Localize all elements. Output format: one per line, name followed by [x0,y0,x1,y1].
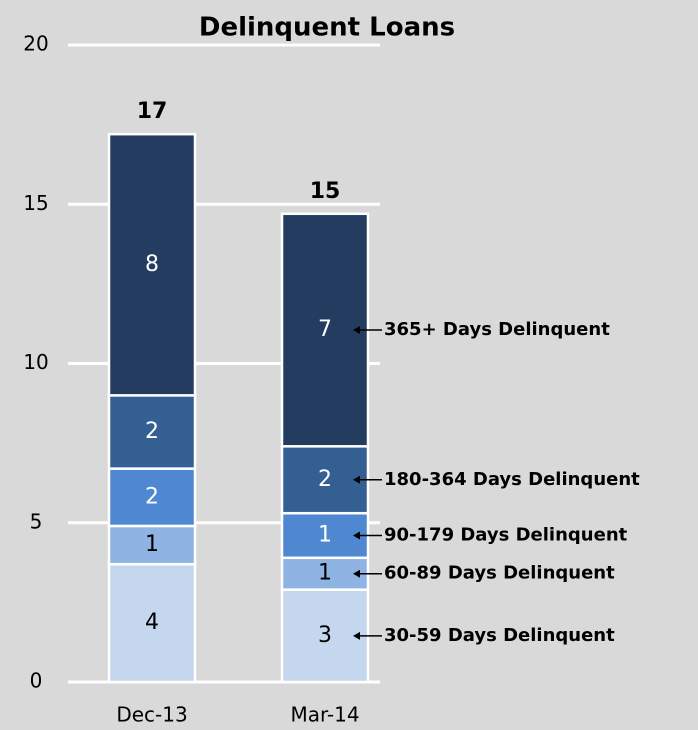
segment-label: 4 [145,610,159,635]
y-tick-label: 20 [23,32,48,56]
x-tick-label: Dec-13 [116,703,187,727]
arrow-head [353,531,360,540]
total-label: 17 [137,99,168,124]
series-label: 60-89 Days Delinquent [384,563,615,584]
bar-segment [107,132,197,397]
y-tick-label: 5 [30,509,43,533]
arrow-head [353,631,360,640]
y-tick-label: 0 [30,669,43,693]
arrow-head [353,326,360,335]
y-tick-label: 15 [23,191,48,215]
segment-label: 1 [145,532,159,557]
segment-label: 2 [318,467,332,492]
bar-segment [107,524,197,566]
segment-label: 2 [145,419,159,444]
segment-label: 1 [318,522,332,547]
segment-label: 7 [318,317,332,342]
arrow-head [353,475,360,484]
series-label: 180-364 Days Delinquent [384,469,640,490]
total-label: 15 [310,179,341,204]
arrow-head [353,569,360,578]
chart-title: Delinquent Loans [199,13,455,43]
series-label: 365+ Days Delinquent [384,319,610,340]
segment-label: 8 [145,252,159,277]
bar-segment [107,562,197,684]
y-tick-label: 10 [23,350,48,374]
segment-label: 1 [318,561,332,586]
segment-label: 2 [145,484,159,509]
segment-label: 3 [318,623,332,648]
x-tick-label: Mar-14 [290,703,359,727]
series-label: 90-179 Days Delinquent [384,524,628,545]
series-label: 30-59 Days Delinquent [384,625,615,646]
